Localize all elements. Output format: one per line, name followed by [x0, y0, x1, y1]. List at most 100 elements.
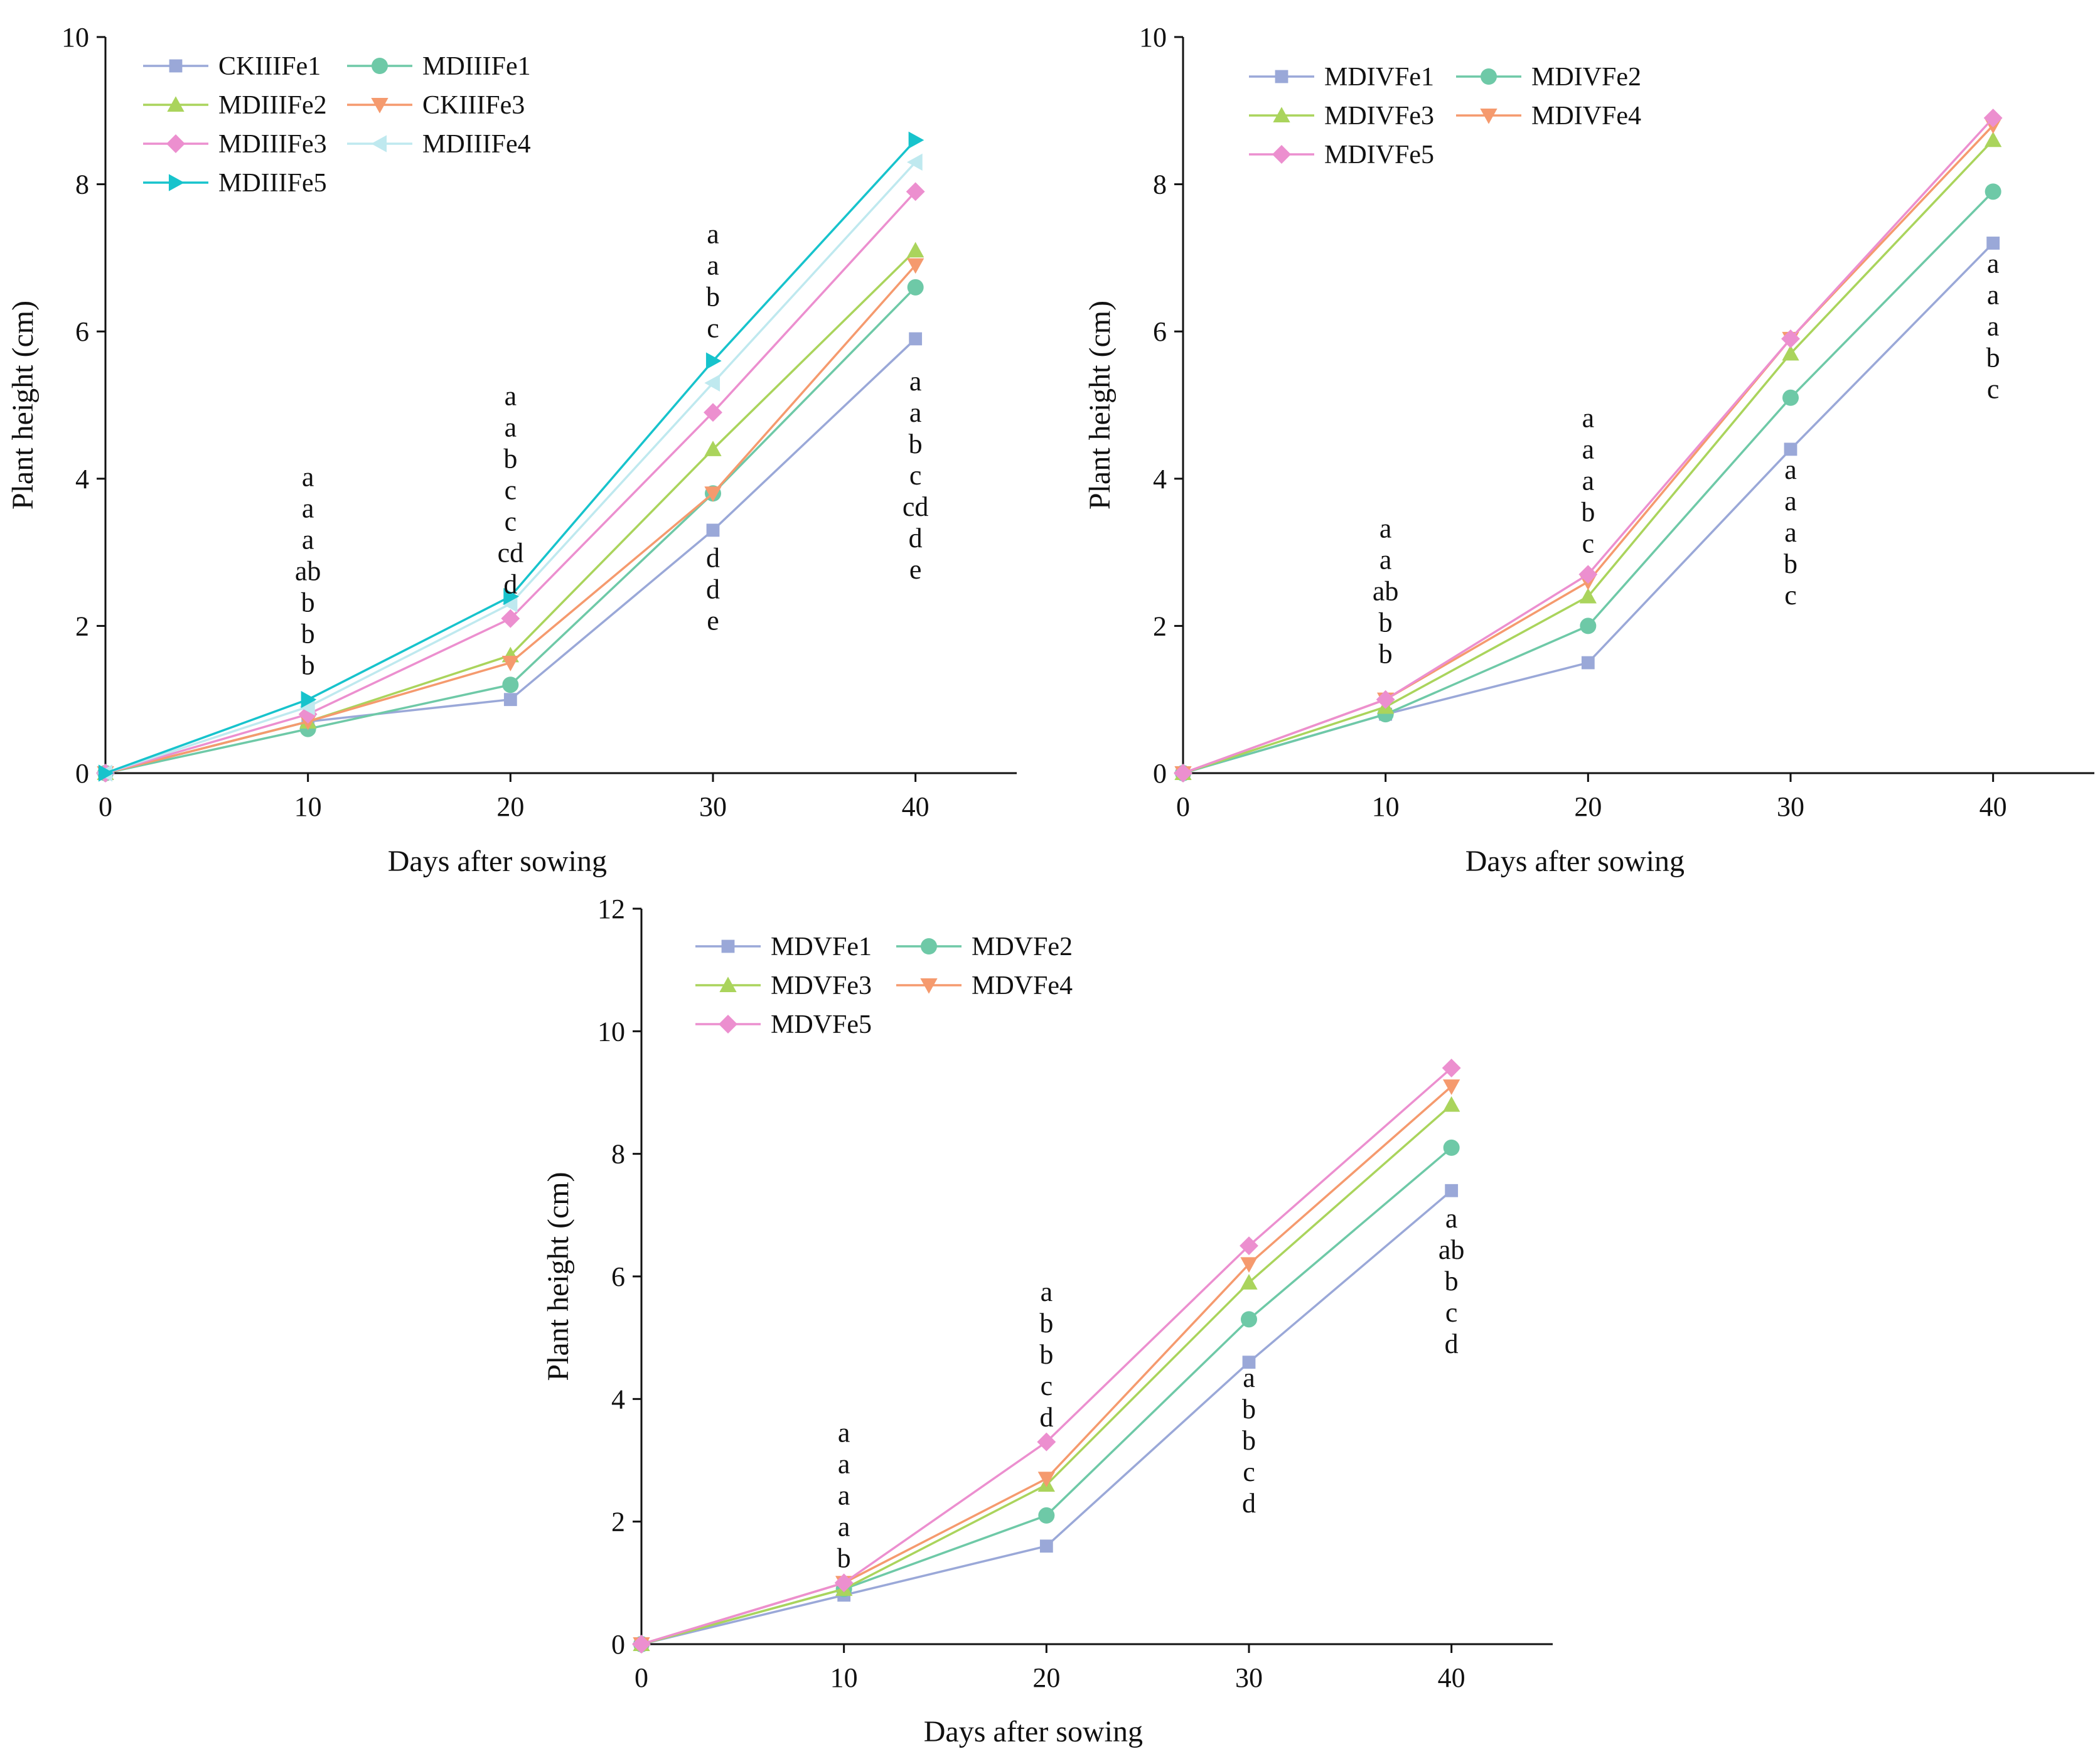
data-point [907, 153, 923, 171]
significance-letter: b [301, 619, 315, 650]
data-point [1983, 109, 2003, 127]
data-point [1986, 237, 2000, 250]
significance-letter: b [909, 429, 923, 459]
x-axis-title: Days after sowing [924, 1715, 1143, 1748]
series-MDVFe5 [632, 1058, 1461, 1654]
x-tick-label: 0 [635, 1662, 648, 1693]
data-point [301, 691, 317, 708]
data-point [1784, 442, 1797, 456]
data-point [1039, 1539, 1053, 1553]
significance-letter: b [301, 650, 315, 681]
data-point [1985, 183, 2001, 200]
y-tick-label: 12 [597, 894, 625, 924]
significance-letter: a [1445, 1203, 1458, 1234]
legend-label: MDIVFe4 [1531, 102, 1641, 131]
data-point [906, 182, 925, 201]
significance-letter: b [1445, 1266, 1459, 1297]
significance-letter: d [706, 574, 720, 605]
significance-letter: a [909, 366, 922, 397]
y-tick-label: 4 [611, 1384, 625, 1414]
significance-letter: c [1445, 1297, 1458, 1328]
legend-label: CKIIIFe1 [218, 52, 321, 81]
x-tick-label: 20 [1032, 1662, 1060, 1693]
significance-letter: b [1039, 1308, 1053, 1339]
legend-item: MDVFe5 [695, 1010, 872, 1039]
significance-letter: a [1041, 1276, 1053, 1307]
data-point [503, 587, 519, 606]
legend-item: CKIIIFe1 [143, 52, 321, 81]
chart-top-left: 0 2 4 6 8 10 0 10 20 30 40 Days after sowing Plant h… [6, 22, 1017, 878]
y-tick-label: 10 [597, 1016, 625, 1047]
x-tick-label: 30 [1777, 791, 1804, 822]
data-point [1037, 1472, 1055, 1487]
legend-marker [1275, 70, 1288, 83]
data-point [704, 486, 722, 502]
legend-marker [372, 58, 388, 74]
data-point [704, 403, 722, 422]
y-tick-label: 6 [611, 1261, 625, 1292]
y-tick-label: 10 [1139, 22, 1167, 53]
legend-label: MDIVFe1 [1324, 63, 1434, 92]
series-MDIIIFe5 [98, 131, 924, 782]
x-tick-label: 20 [496, 791, 524, 822]
significance-letter: d [706, 543, 720, 574]
legend-item: MDIVFe2 [1456, 63, 1641, 92]
legend-label: MDIVFe3 [1324, 102, 1434, 131]
data-point [1578, 565, 1598, 584]
significance-letter: c [1582, 528, 1595, 559]
significance-letter: d [1445, 1329, 1459, 1359]
data-point [1445, 1184, 1459, 1197]
legend-item: MDVFe4 [896, 971, 1073, 1000]
legend-marker [168, 174, 185, 191]
significance-letter: d [909, 523, 923, 553]
significance-letter: a [1379, 513, 1392, 544]
significance-letter: a [1582, 403, 1595, 434]
legend-marker [371, 97, 388, 114]
y-tick-label: 4 [75, 464, 89, 495]
x-tick-label: 0 [99, 791, 112, 822]
x-tick-label: 40 [1979, 791, 2007, 822]
significance-letter: a [1987, 248, 2000, 279]
data-point [907, 279, 924, 296]
significance-letter: e [707, 606, 719, 636]
significance-letter: b [1379, 607, 1393, 638]
data-point [1240, 1257, 1258, 1273]
data-point [1443, 1139, 1460, 1156]
significance-letter: a [838, 1418, 850, 1448]
y-tick-label: 0 [1153, 758, 1167, 789]
legend-item: MDIVFe4 [1456, 102, 1641, 131]
legend-item: MDIVFe5 [1249, 141, 1434, 169]
data-point [1241, 1311, 1257, 1328]
significance-letter: b [1581, 497, 1595, 528]
significance-letter: c [505, 506, 517, 537]
legend-item: MDIVFe1 [1249, 63, 1434, 92]
x-tick-label: 0 [1176, 791, 1190, 822]
data-point [1985, 131, 2002, 147]
significance-letter: c [1987, 373, 2000, 404]
significance-letter: ab [1438, 1234, 1465, 1265]
significance-letter: b [1784, 548, 1797, 579]
y-tick-label: 2 [1153, 611, 1167, 641]
legend-label: MDIIIFe1 [422, 52, 531, 81]
legend-label: MDIIIFe4 [422, 130, 531, 159]
chart-bottom: 0 2 4 6 8 10 12 0 10 20 30 40 Days after sowing Plant… [542, 894, 1553, 1748]
data-point [98, 764, 114, 782]
legend-label: MDVFe5 [771, 1010, 872, 1039]
legend-item: MDIIIFe3 [143, 130, 327, 159]
data-point [501, 595, 518, 612]
significance-letter: d [1039, 1402, 1053, 1433]
data-point [502, 676, 519, 693]
legend-label: CKIIIFe3 [422, 91, 525, 120]
chart-top-right: 0 2 4 6 8 10 0 10 20 30 40 Days after sowing Plant h… [1083, 22, 2094, 878]
significance-letter: ab [1373, 576, 1399, 607]
data-point [834, 1573, 854, 1593]
data-point [1581, 656, 1595, 670]
significance-letter: c [505, 475, 517, 506]
significance-letter: ab [295, 556, 321, 587]
significance-letter: d [503, 569, 517, 600]
significance-letter: a [707, 218, 719, 249]
data-point [503, 693, 517, 707]
significance-letter: b [1242, 1425, 1256, 1456]
